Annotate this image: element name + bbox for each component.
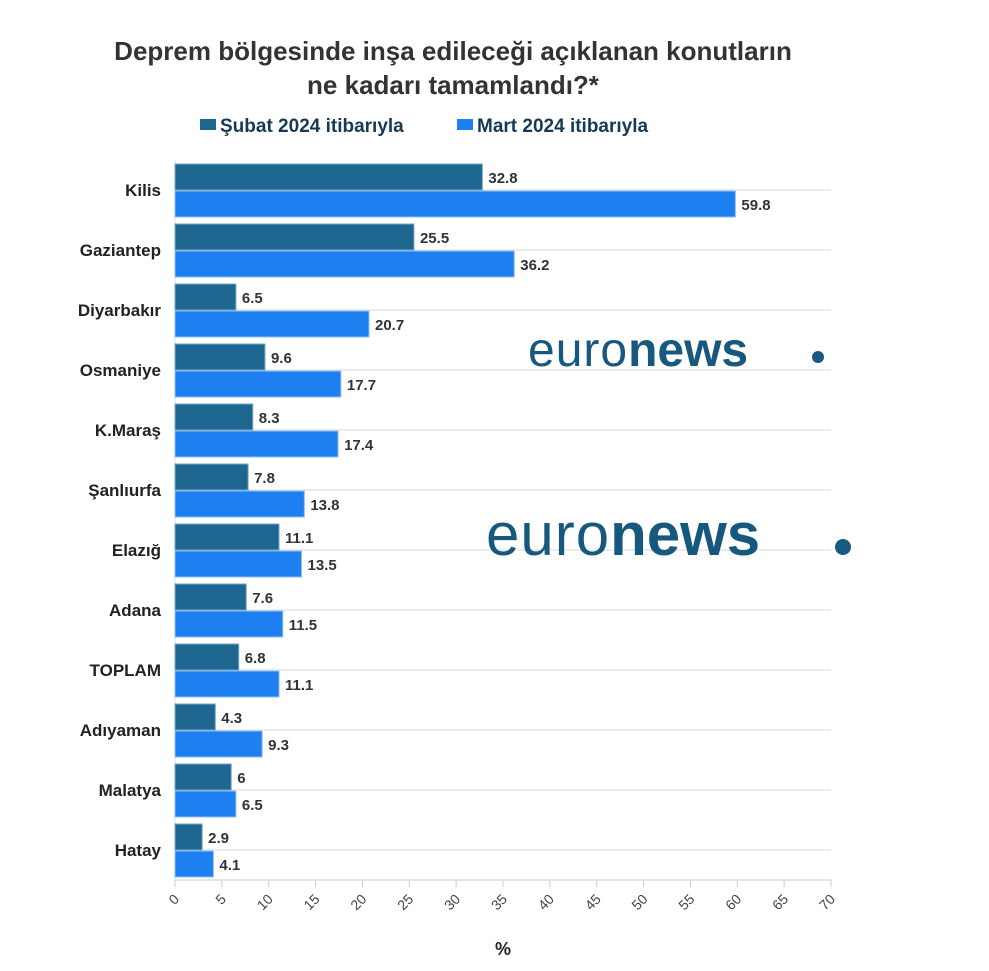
- data-label: 25.5: [420, 230, 449, 247]
- legend: Şubat 2024 itibarıyla Mart 2024 itibarıy…: [200, 116, 649, 137]
- x-tick-label: 25: [394, 891, 416, 913]
- x-tick-label: 30: [441, 891, 463, 913]
- data-label: 6.8: [245, 650, 266, 667]
- data-label: 7.8: [254, 470, 275, 487]
- bar-subat: [174, 643, 240, 671]
- data-label: 11.1: [285, 530, 313, 547]
- category-label: Adıyaman: [80, 721, 161, 740]
- category-label: Şanlıurfa: [88, 481, 161, 500]
- data-label: 13.5: [308, 557, 337, 574]
- x-tick-label: 55: [675, 891, 697, 913]
- bar-subat: [174, 343, 266, 371]
- legend-label-mart: Mart 2024 itibarıyla: [477, 116, 649, 137]
- x-tick-label: 50: [628, 891, 650, 913]
- x-tick-label: 65: [769, 891, 791, 913]
- chart-title-line-2: ne kadarı tamamlandı?*: [307, 70, 600, 100]
- chart-title-line-1: Deprem bölgesinde inşa edileceği açıklan…: [114, 36, 792, 66]
- bar-mart: [174, 370, 342, 398]
- data-label: 32.8: [488, 170, 517, 187]
- bar-subat: [174, 463, 249, 491]
- x-tick-label: 15: [300, 891, 322, 913]
- data-label: 11.5: [289, 617, 317, 634]
- x-tick-label: 0: [165, 891, 182, 908]
- data-label: 6: [237, 770, 245, 787]
- category-label: Kilis: [125, 181, 161, 200]
- category-label: K.Maraş: [95, 421, 161, 440]
- x-tick-label: 45: [582, 891, 604, 913]
- legend-label-subat: Şubat 2024 itibarıyla: [220, 116, 404, 137]
- data-label: 9.3: [268, 737, 289, 754]
- data-label: 13.8: [310, 497, 339, 514]
- data-label: 17.4: [344, 437, 374, 454]
- bar-subat: [174, 763, 232, 791]
- data-label: 6.5: [242, 797, 263, 814]
- x-tick-label: 60: [722, 891, 744, 913]
- bars: 32.8 59.8 25.5 36.2 6.5 20.7 9.6 17.7 8.3 17.4 7.8…: [174, 163, 771, 878]
- category-label: TOPLAM: [90, 661, 161, 680]
- category-label: Adana: [109, 601, 162, 620]
- bar-mart: [174, 550, 303, 578]
- bar-mart: [174, 730, 263, 758]
- bar-mart: [174, 490, 305, 518]
- legend-swatch-mart: [457, 119, 473, 130]
- x-tick-label: 70: [816, 891, 838, 913]
- bar-mart: [174, 610, 284, 638]
- data-label: 2.9: [208, 830, 229, 847]
- category-label: Diyarbakır: [78, 301, 162, 320]
- bar-mart: [174, 850, 214, 878]
- data-label: 4.1: [219, 857, 240, 874]
- bar-mart: [174, 430, 339, 458]
- bar-mart: [174, 670, 280, 698]
- data-label: 7.6: [252, 590, 273, 607]
- data-label: 8.3: [259, 410, 280, 427]
- bar-mart: [174, 190, 736, 218]
- data-label: 9.6: [271, 350, 292, 367]
- bar-mart: [174, 790, 237, 818]
- category-label: Hatay: [115, 841, 162, 860]
- logo-dot: [812, 351, 824, 363]
- x-tick-label: 5: [212, 891, 229, 908]
- x-tick-label: 40: [535, 891, 557, 913]
- data-label: 4.3: [221, 710, 242, 727]
- bar-subat: [174, 703, 216, 731]
- data-label: 36.2: [520, 257, 549, 274]
- x-axis-label: %: [495, 939, 511, 959]
- bar-subat: [174, 403, 254, 431]
- euronews-watermark: euronews euronews: [486, 324, 851, 568]
- x-axis-ticks: 0 5 10 15 20 25 30 35 40 45 50 55 60 65 70: [165, 880, 838, 913]
- bar-subat: [174, 583, 247, 611]
- bar-subat: [174, 823, 203, 851]
- bar-mart: [174, 250, 515, 278]
- bar-mart: [174, 310, 370, 338]
- x-tick-label: 35: [488, 891, 510, 913]
- data-label: 17.7: [347, 377, 376, 394]
- logo-dot: [835, 539, 851, 555]
- bar-subat: [174, 283, 237, 311]
- x-tick-label: 20: [347, 891, 369, 913]
- legend-swatch-subat: [200, 119, 216, 130]
- category-label: Gaziantep: [80, 241, 161, 260]
- category-label: Osmaniye: [80, 361, 161, 380]
- data-label: 20.7: [375, 317, 404, 334]
- data-label: 11.1: [285, 677, 313, 694]
- data-label: 59.8: [741, 197, 770, 214]
- data-label: 6.5: [242, 290, 263, 307]
- x-tick-label: 10: [254, 891, 276, 913]
- bar-subat: [174, 523, 280, 551]
- euronews-logo-1: euronews: [528, 324, 748, 377]
- euronews-logo-2: euronews: [486, 501, 760, 568]
- category-label: Malatya: [99, 781, 162, 800]
- bar-subat: [174, 163, 483, 191]
- category-labels: Kilis Gaziantep Diyarbakır Osmaniye K.Maraş Ş…: [78, 181, 162, 860]
- category-label: Elazığ: [112, 541, 161, 560]
- bar-subat: [174, 223, 415, 251]
